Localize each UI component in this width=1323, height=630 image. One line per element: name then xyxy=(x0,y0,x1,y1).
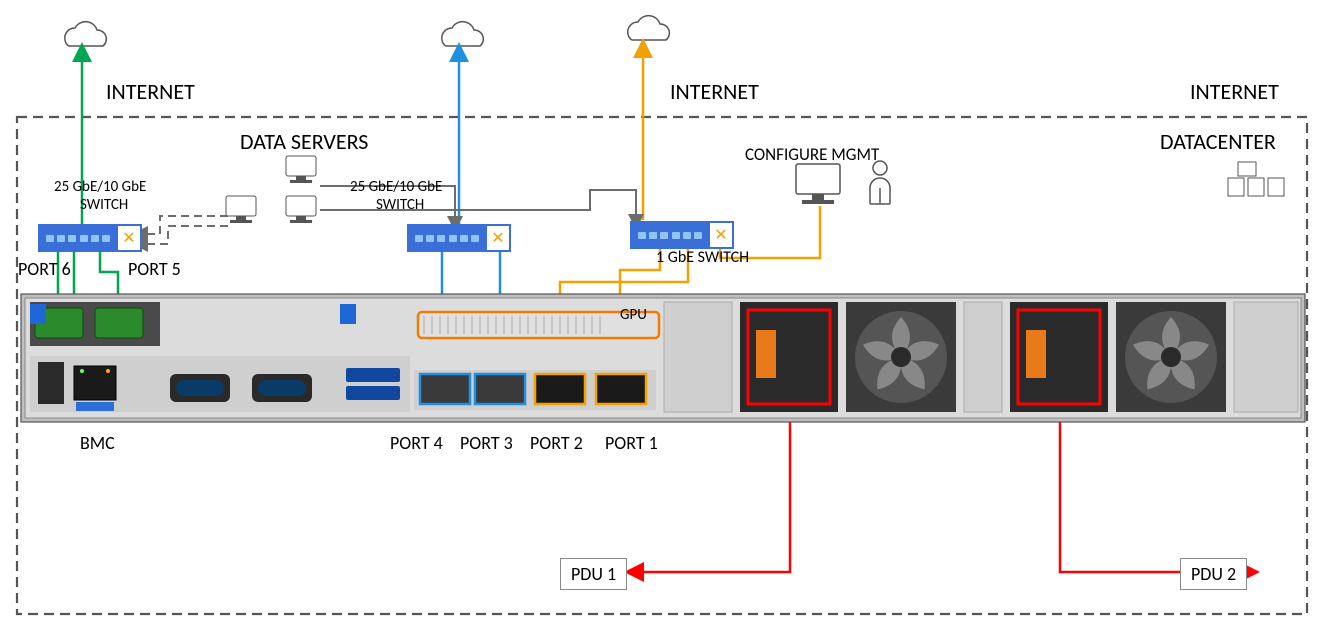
mgmt-pc-icon xyxy=(796,164,840,204)
label-switch-1g: 1 GbE SWITCH xyxy=(656,248,749,267)
pdu-1-label: PDU 1 xyxy=(571,563,616,585)
label-port3: PORT 3 xyxy=(460,432,513,454)
label-datacenter: DATACENTER xyxy=(1160,128,1276,155)
label-data-servers: DATA SERVERS xyxy=(240,128,368,155)
datacenter-border xyxy=(17,117,1307,614)
pdu-2-box: PDU 2 xyxy=(1180,558,1247,590)
connections-layer xyxy=(0,0,1323,630)
pdu-2-label: PDU 2 xyxy=(1191,563,1236,585)
psu-2 xyxy=(1010,302,1108,412)
label-port2: PORT 2 xyxy=(530,432,583,454)
pdu-1-box: PDU 1 xyxy=(560,558,627,590)
fan-2 xyxy=(1116,302,1226,412)
data-server-pc-icon xyxy=(226,196,256,223)
label-gpu: GPU xyxy=(620,306,647,324)
switch-right: ✕ xyxy=(630,221,734,249)
label-port6: PORT 6 xyxy=(18,258,71,280)
label-switch-mid-1: 25 GbE/10 GbE xyxy=(350,178,442,196)
label-port1: PORT 1 xyxy=(605,432,658,454)
label-configure-mgmt: CONFIGURE MGMT xyxy=(745,144,879,165)
label-switch-mid-2: SWITCH xyxy=(376,196,424,214)
cloud-icon xyxy=(442,22,484,46)
diagram-root: { "canvas": { "w":1323, "h":630, "bg":"#… xyxy=(0,0,1323,630)
psu-1 xyxy=(740,302,838,412)
label-switch-left-1: 25 GbE/10 GbE xyxy=(54,178,146,196)
switch-left: ✕ xyxy=(38,224,142,252)
label-port5: PORT 5 xyxy=(128,258,181,280)
label-internet-left: INTERNET xyxy=(106,78,195,105)
server-chassis xyxy=(21,294,1305,422)
cloud-icon xyxy=(65,22,107,46)
label-internet-right: INTERNET xyxy=(1190,78,1279,105)
label-switch-left-2: SWITCH xyxy=(80,196,128,214)
rack-icon xyxy=(1228,162,1284,196)
label-port4: PORT 4 xyxy=(390,432,443,454)
data-server-pc-icon xyxy=(286,196,316,223)
label-bmc: BMC xyxy=(80,432,115,454)
label-internet-mid: INTERNET xyxy=(670,78,759,105)
cloud-icon xyxy=(628,16,670,40)
fan-1 xyxy=(846,302,956,412)
switch-mid: ✕ xyxy=(407,224,511,252)
person-icon xyxy=(870,161,890,204)
data-server-pc-icon xyxy=(286,156,316,183)
